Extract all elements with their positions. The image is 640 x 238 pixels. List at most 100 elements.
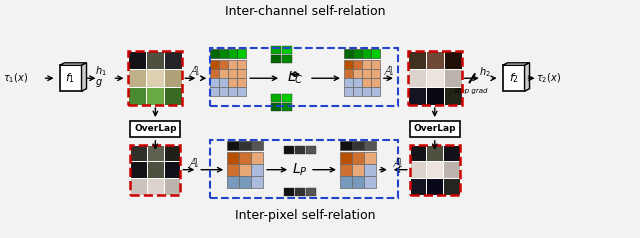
Bar [220, 60, 228, 69]
Bar [164, 87, 182, 105]
Bar [129, 51, 147, 69]
Bar [131, 145, 180, 194]
Polygon shape [60, 63, 86, 65]
Bar [371, 87, 380, 96]
Text: $L_C$: $L_C$ [287, 70, 303, 86]
Bar [426, 161, 443, 178]
Bar [410, 161, 426, 178]
Text: $h_2$: $h_2$ [479, 65, 490, 79]
Text: $\mathbb{A}$: $\mathbb{A}$ [188, 156, 198, 170]
Bar [210, 87, 220, 96]
Bar [220, 78, 228, 87]
Text: $f_2$: $f_2$ [509, 71, 518, 85]
Bar [408, 51, 461, 105]
Text: $\tau_2(x)$: $\tau_2(x)$ [536, 71, 561, 85]
Bar [147, 145, 164, 161]
Bar [364, 152, 376, 164]
Bar [239, 141, 251, 150]
Bar [251, 152, 263, 164]
Bar [239, 152, 251, 164]
Bar [271, 46, 281, 54]
Bar [131, 161, 147, 178]
Polygon shape [502, 63, 529, 65]
Bar [227, 152, 239, 164]
Bar [284, 146, 294, 154]
Bar [352, 176, 364, 188]
Bar [353, 87, 362, 96]
Bar [164, 145, 180, 161]
Bar [228, 60, 237, 69]
Bar [220, 50, 228, 58]
Text: $h_1$: $h_1$ [95, 64, 108, 78]
Bar [228, 78, 237, 87]
Bar [239, 176, 251, 188]
Bar [210, 140, 398, 198]
Bar [364, 176, 376, 188]
Bar [271, 94, 281, 102]
Bar [227, 164, 239, 176]
Bar [251, 176, 263, 188]
Bar [129, 51, 182, 105]
Bar [271, 103, 281, 111]
Polygon shape [525, 63, 529, 91]
Bar [147, 87, 164, 105]
Bar [426, 178, 443, 194]
Bar [364, 141, 376, 150]
Bar [271, 55, 281, 63]
Bar [344, 50, 353, 58]
Bar [227, 176, 239, 188]
Text: $\mathbb{A}$: $\mathbb{A}$ [383, 64, 393, 78]
Polygon shape [81, 63, 86, 91]
Bar [237, 50, 246, 58]
Text: Inter-channel self-relation: Inter-channel self-relation [225, 5, 385, 18]
Text: $\mathbb{A}$: $\mathbb{A}$ [392, 156, 402, 170]
Bar [306, 188, 316, 196]
Bar [282, 55, 292, 63]
Bar [295, 188, 305, 196]
Polygon shape [60, 65, 81, 91]
Bar [164, 51, 182, 69]
Bar [444, 69, 461, 87]
Bar [237, 87, 246, 96]
Text: Inter-pixel self-relation: Inter-pixel self-relation [235, 209, 375, 223]
Bar [408, 87, 426, 105]
Bar [352, 152, 364, 164]
Bar [410, 145, 426, 161]
Bar [340, 176, 352, 188]
Bar [353, 69, 362, 78]
Bar [147, 161, 164, 178]
Bar [237, 69, 246, 78]
Bar [282, 94, 292, 102]
Bar [228, 69, 237, 78]
Bar [147, 69, 164, 87]
Bar [443, 145, 460, 161]
Bar [426, 51, 444, 69]
Bar [306, 146, 316, 154]
Bar [210, 48, 398, 106]
Text: stop grad: stop grad [454, 88, 488, 94]
Bar [344, 60, 353, 69]
Bar [282, 46, 292, 54]
Bar [164, 178, 180, 194]
Bar [364, 164, 376, 176]
Bar [340, 164, 352, 176]
Bar [353, 60, 362, 69]
Bar [340, 152, 352, 164]
Bar [362, 60, 371, 69]
Bar [164, 69, 182, 87]
Bar [129, 87, 147, 105]
Bar [220, 87, 228, 96]
Bar [210, 60, 220, 69]
Bar [129, 69, 147, 87]
Bar [362, 87, 371, 96]
Text: $L_P$: $L_P$ [292, 162, 308, 178]
Bar [344, 78, 353, 87]
Text: OverLap: OverLap [413, 124, 456, 134]
Bar [443, 161, 460, 178]
Bar [147, 178, 164, 194]
Text: $g$: $g$ [95, 77, 103, 89]
Bar [344, 87, 353, 96]
Text: $f_1$: $f_1$ [65, 71, 76, 85]
Text: $\tau_1(x)$: $\tau_1(x)$ [3, 71, 28, 85]
Bar [353, 78, 362, 87]
